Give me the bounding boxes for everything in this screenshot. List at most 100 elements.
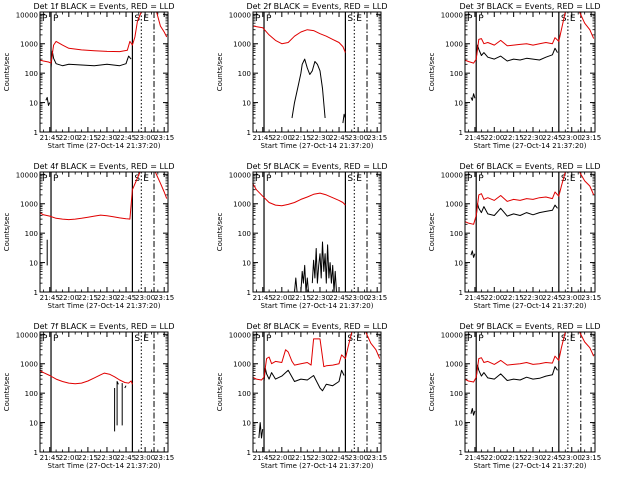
y-tick-label: 10 [454,100,463,108]
series-line-events [470,408,476,416]
series-line-lld [154,171,168,199]
x-tick-label: 23:00 [562,134,582,142]
panel-title: Det 6f BLACK = Events, RED = LLD [459,162,600,171]
panel-title: Det 1f BLACK = Events, RED = LLD [33,2,174,11]
x-tick-label: 22:30 [310,294,330,302]
y-tick-label: 1000 [233,41,251,49]
series-line-lld [464,331,566,383]
marker-label-start: P [467,334,473,344]
x-tick-label: 21:45 [465,134,485,142]
marker-label-p: P [266,14,272,24]
y-tick-label: 10 [242,100,251,108]
y-tick-label: 100 [450,390,463,398]
x-tick-label: 23:00 [348,134,368,142]
plot-frame [39,171,169,293]
y-tick-label: 100 [450,230,463,238]
x-axis-label: Start Time (27-Oct-14 21:37:20) [261,142,374,150]
plot-frame [464,11,596,133]
x-tick-label: 22:15 [78,294,98,302]
marker-label-p: P [53,174,59,184]
y-axis-label: Counts/sec [216,53,224,92]
x-tick-label: 23:00 [135,134,155,142]
x-tick-label: 22:00 [59,294,79,302]
marker-label-e: E [356,14,362,24]
x-tick-label: 22:00 [59,134,79,142]
x-tick-label: 22:15 [504,454,524,462]
panel-title: Det 7f BLACK = Events, RED = LLD [33,322,174,331]
x-tick-label: 22:00 [272,134,292,142]
series-line-events [291,58,326,119]
marker-label-start: P [255,334,261,344]
y-tick-label: 100 [25,230,38,238]
series-line-events [45,96,51,106]
marker-label-start: P [255,174,261,184]
x-tick-label: 22:45 [116,134,136,142]
y-tick-label: 1 [34,129,38,137]
x-tick-label: 23:15 [581,454,601,462]
y-tick-label: 1000 [233,201,251,209]
series-line-events [475,364,558,381]
series-line-events [294,277,298,293]
y-tick-label: 1000 [20,201,38,209]
y-tick-label: 1 [459,449,463,457]
x-tick-label: 23:15 [367,454,387,462]
series-line-lld [464,11,566,64]
series-line-lld [252,331,353,381]
x-tick-label: 22:30 [97,134,117,142]
detector-panel-7: Det 7f BLACK = Events, RED = LLD Counts/s… [3,322,175,470]
marker-label-p: P [478,334,484,344]
marker-label-s: S [347,174,353,184]
y-tick-label: 1000 [445,41,463,49]
series-line-lld [579,11,595,39]
panel-title: Det 9f BLACK = Events, RED = LLD [459,322,600,331]
y-tick-label: 10000 [441,171,463,179]
x-tick-label: 22:45 [116,454,136,462]
marker-label-p: P [266,334,272,344]
x-tick-label: 22:00 [272,454,292,462]
x-tick-label: 21:45 [253,454,273,462]
plot-frame [464,171,596,293]
y-tick-label: 100 [238,230,251,238]
y-tick-label: 1 [459,289,463,297]
y-tick-label: 10 [29,100,38,108]
x-axis-label: Start Time (27-Oct-14 21:37:20) [474,142,587,150]
y-tick-label: 10000 [229,331,251,339]
series-line-events [470,250,476,258]
series-line-events [263,367,345,392]
y-tick-label: 1 [34,449,38,457]
x-tick-label: 21:45 [40,454,60,462]
y-tick-label: 1000 [20,41,38,49]
x-tick-label: 22:30 [523,294,543,302]
y-axis-label: Counts/sec [428,213,436,252]
x-tick-label: 22:45 [329,294,349,302]
x-tick-label: 22:15 [504,294,524,302]
x-tick-label: 22:15 [504,134,524,142]
y-tick-label: 100 [25,390,38,398]
series-line-lld [252,25,346,53]
marker-label-p: P [53,334,59,344]
marker-label-start: P [467,174,473,184]
y-tick-label: 10 [454,420,463,428]
y-tick-label: 10 [242,420,251,428]
panel-title: Det 5f BLACK = Events, RED = LLD [246,162,387,171]
plot-frame [252,331,382,453]
x-tick-label: 22:30 [523,134,543,142]
y-tick-label: 1000 [20,361,38,369]
x-tick-label: 22:30 [97,294,117,302]
y-axis-label: Counts/sec [3,373,11,412]
marker-label-s: S [134,14,140,24]
y-tick-label: 10 [29,260,38,268]
x-tick-label: 22:30 [310,454,330,462]
y-tick-label: 10000 [441,331,463,339]
y-tick-label: 1 [34,289,38,297]
marker-label-e: E [356,334,362,344]
x-tick-label: 22:00 [484,134,504,142]
y-tick-label: 10 [454,260,463,268]
marker-label-e: E [143,14,149,24]
series-line-events [124,385,127,389]
x-tick-label: 23:15 [367,134,387,142]
series-line-events [475,44,558,62]
x-axis-label: Start Time (27-Oct-14 21:37:20) [474,302,587,310]
detector-panel-1: Det 1f BLACK = Events, RED = LLD Counts/s… [3,2,175,150]
x-tick-label: 22:00 [484,454,504,462]
